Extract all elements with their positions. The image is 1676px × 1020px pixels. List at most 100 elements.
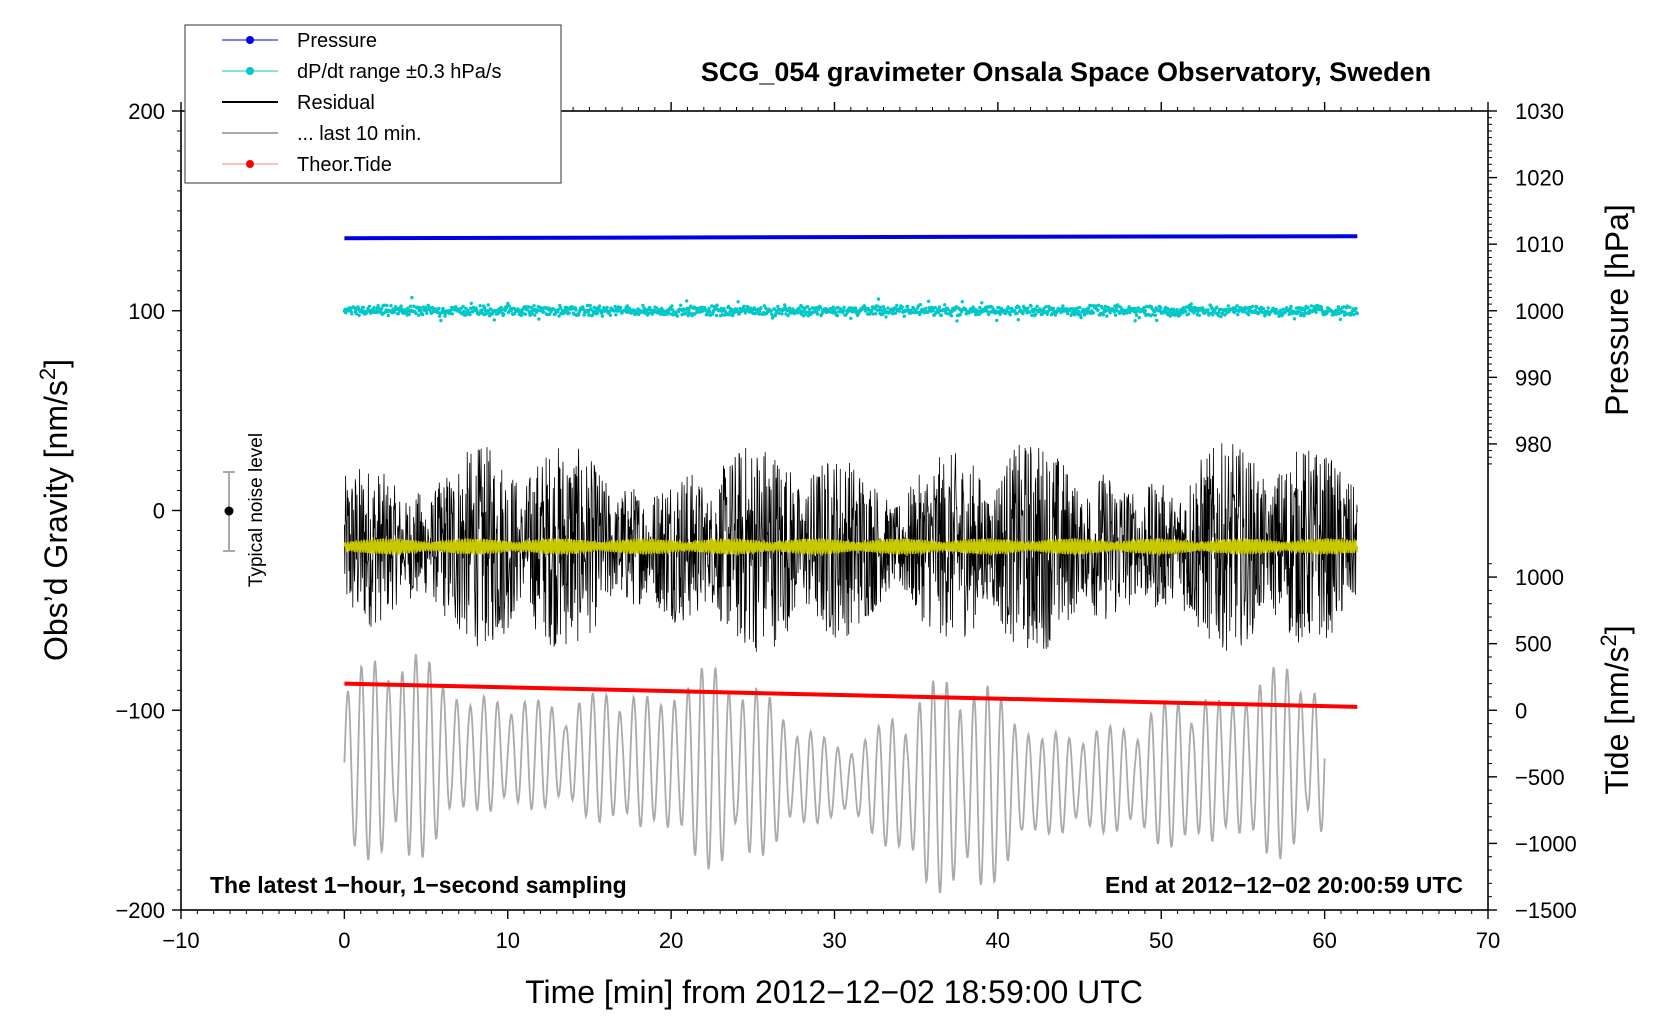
dpdt-point [589, 307, 593, 311]
x-tick-label: 10 [496, 928, 520, 953]
pressure-axis-label: Pressure [hPa] [1599, 204, 1635, 416]
dpdt-point [862, 304, 866, 308]
dpdt-point [1302, 314, 1306, 318]
dpdt-point [662, 309, 666, 313]
left-tick-label: 200 [128, 99, 165, 124]
dpdt-point [1186, 312, 1191, 316]
dpdt-point [641, 303, 645, 308]
dpdt-point [595, 311, 600, 315]
series-layer [342, 234, 1360, 894]
dpdt-point [1105, 314, 1109, 318]
dpdt-point [694, 311, 698, 315]
dpdt-point [1206, 308, 1210, 312]
dpdt-point [1101, 313, 1106, 317]
dpdt-point [870, 308, 874, 313]
dpdt-point [537, 317, 541, 321]
left-tick-label: 100 [128, 299, 165, 324]
dpdt-point [382, 303, 386, 307]
dpdt-point [939, 313, 943, 318]
dpdt-point [478, 304, 482, 308]
dpdt-point [706, 312, 710, 317]
dpdt-point [354, 312, 359, 316]
x-tick-label: 30 [822, 928, 846, 953]
dpdt-point [408, 304, 413, 308]
dpdt-point [960, 300, 964, 304]
dpdt-point [625, 304, 629, 308]
tide-tick-label: 1000 [1515, 565, 1564, 590]
dpdt-point [1246, 313, 1251, 317]
legend-entry-pressure: Pressure [222, 30, 377, 52]
dpdt-point [946, 308, 950, 312]
dpdt-point [1188, 305, 1193, 309]
dpdt-point [1097, 303, 1101, 307]
dpdt-point [1255, 305, 1259, 309]
dpdt-point [836, 305, 840, 310]
dpdt-point [581, 307, 586, 312]
x-tick-label: 20 [659, 928, 683, 953]
x-tick-label: −10 [162, 928, 199, 953]
dpdt-point [991, 307, 995, 311]
axis-ticks: −10 0 10 20 30 40 50 60 702001000−100−2001030102… [115, 99, 1576, 953]
dpdt-point [574, 308, 578, 312]
dpdt-point [1069, 313, 1073, 317]
dpdt-point [535, 308, 540, 313]
dpdt-point [666, 311, 671, 315]
dpdt-point [1045, 312, 1050, 316]
dpdt-point [480, 308, 484, 312]
dpdt-point [407, 312, 411, 317]
dpdt-point [437, 314, 442, 318]
dpdt-point [466, 308, 470, 313]
dpdt-point [786, 313, 790, 318]
dpdt-point [679, 303, 683, 307]
dpdt-point [414, 311, 418, 316]
dpdt-point [1266, 306, 1270, 310]
dpdt-point [637, 312, 641, 317]
dpdt-point [818, 305, 823, 310]
dpdt-point [1030, 313, 1034, 317]
dpdt-point [1094, 304, 1098, 308]
dpdt-point [757, 312, 761, 316]
dpdt-point [905, 304, 910, 308]
pressure-tick-label: 1030 [1515, 99, 1564, 124]
dpdt-point [731, 313, 735, 318]
dpdt-point [949, 314, 954, 318]
dpdt-point [726, 304, 731, 309]
dpdt-point [487, 310, 491, 315]
x-tick-label: 0 [338, 928, 350, 953]
dpdt-point [423, 305, 428, 310]
dpdt-point [608, 313, 613, 317]
dpdt-point [1316, 304, 1320, 308]
dpdt-point [1219, 314, 1223, 319]
dpdt-point [1261, 307, 1266, 311]
dpdt-point [582, 313, 586, 317]
pressure-tick-label: 990 [1515, 365, 1552, 390]
dpdt-point [1242, 309, 1246, 314]
x-tick-label: 50 [1149, 928, 1173, 953]
dpdt-point [871, 312, 875, 316]
dpdt-point [891, 312, 895, 316]
tide-tick-label: −500 [1515, 765, 1565, 790]
dpdt-point [895, 303, 899, 308]
dpdt-point [1134, 313, 1139, 317]
dpdt-point [532, 304, 536, 308]
dpdt-point [841, 308, 846, 313]
dpdt-point [1016, 318, 1020, 322]
dpdt-point [1144, 304, 1149, 309]
dpdt-point [660, 306, 664, 311]
dpdt-point [357, 313, 361, 318]
dpdt-point [600, 314, 604, 318]
dpdt-point [1345, 304, 1349, 308]
dpdt-point [1355, 311, 1360, 316]
dpdt-point [876, 297, 881, 301]
dpdt-point [798, 308, 802, 313]
left-axis-label: Obs’d Gravity [nm/s2] [35, 359, 74, 661]
dpdt-point [880, 308, 884, 313]
dpdt-point [1078, 305, 1082, 310]
dpdt-point [1237, 309, 1241, 313]
dpdt-point [881, 305, 885, 309]
dpdt-point [1226, 304, 1231, 308]
dpdt-point [893, 311, 898, 315]
dpdt-point [567, 311, 571, 315]
dpdt-point [441, 306, 445, 311]
legend-entry-last10: ... last 10 min. [222, 123, 422, 145]
